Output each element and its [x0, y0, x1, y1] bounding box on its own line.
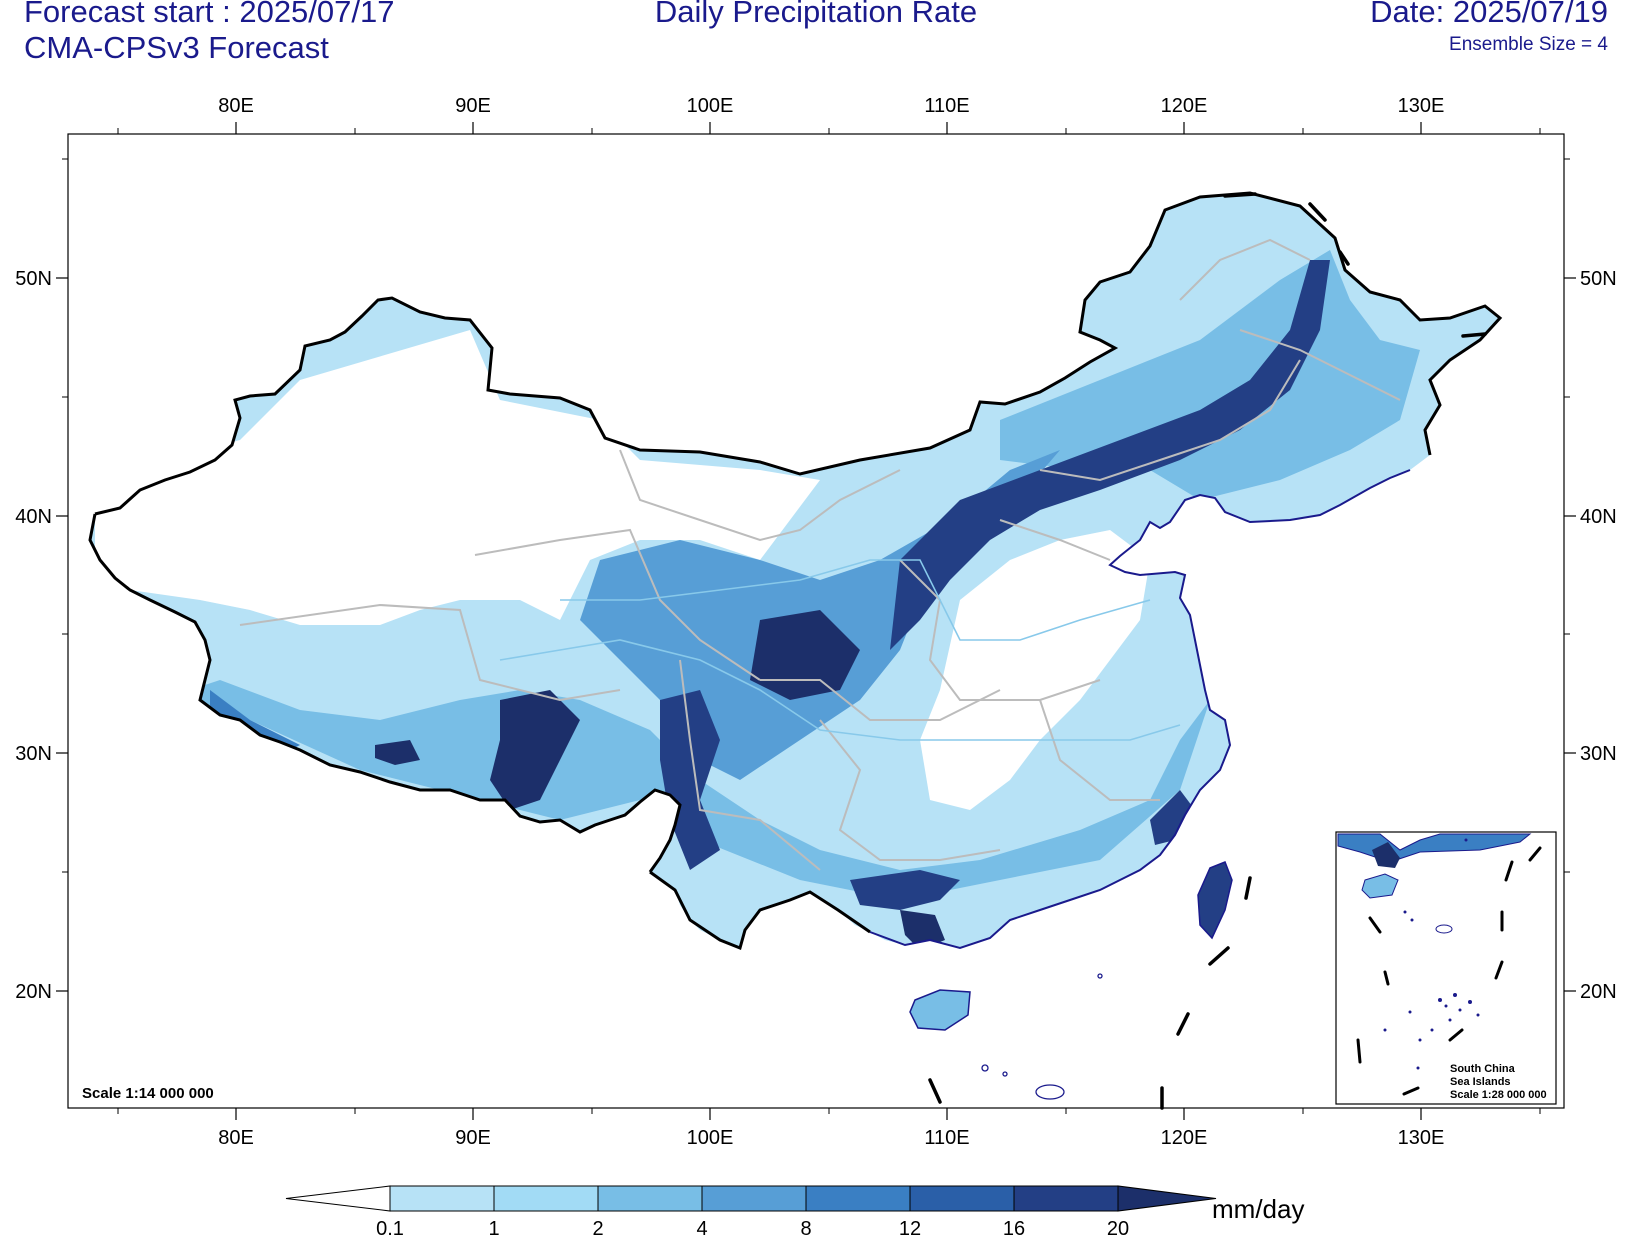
colorbar-label: 0.1: [376, 1218, 404, 1236]
small-islands: [981, 973, 1103, 1100]
lon-label-top: 100E: [687, 95, 734, 117]
colorbar-units: mm/day: [1212, 1194, 1304, 1224]
colorbar: 0.1 1 2 4 8 12 16 20: [285, 1185, 1217, 1236]
lat-label-right: 50N: [1580, 268, 1617, 290]
colorbar-label: 8: [800, 1218, 811, 1236]
lon-label-bottom: 120E: [1161, 1127, 1208, 1149]
lon-label-top: 120E: [1161, 95, 1208, 117]
lat-label-left: 20N: [15, 981, 52, 1003]
model-name-label: CMA-CPSv3 Forecast: [24, 30, 329, 65]
colorbar-bin: [701, 1185, 807, 1212]
lon-label-bottom: 110E: [924, 1127, 969, 1149]
inset-frame: [1335, 831, 1557, 1105]
colorbar-bin: [1013, 1185, 1119, 1212]
colorbar-label: 12: [899, 1218, 921, 1236]
colorbar-label: 2: [592, 1218, 603, 1236]
inset-label-line2: Sea Islands: [1450, 1076, 1511, 1088]
colorbar-bin: [805, 1185, 911, 1212]
ensemble-size-label: Ensemble Size = 4: [1449, 34, 1608, 55]
colorbar-bin: [597, 1185, 703, 1212]
maritime-dashes: [928, 192, 1487, 1110]
taiwan-island: [1197, 861, 1233, 940]
colorbar-bin: [493, 1185, 599, 1212]
south-border: [649, 870, 871, 951]
coastline: [869, 469, 1411, 950]
colorbar-label: 1: [488, 1218, 499, 1236]
colorbar-label: 16: [1003, 1218, 1025, 1236]
national-border: [94, 191, 1503, 516]
map-axes: 80E 80E 90E 90E 100E 100E 110E 110E 120E 120E 130E…: [15, 95, 1616, 1149]
inset-label-line3: Scale 1:28 000 000: [1450, 1089, 1547, 1101]
valid-date-label: Date: 2025/07/19: [1370, 0, 1608, 29]
south-china-sea-inset: South China Sea Islands Scale 1:28 000 0…: [1335, 831, 1557, 1105]
inset-label-line1: South China: [1450, 1063, 1516, 1075]
lat-label-left: 50N: [15, 268, 52, 290]
lat-label-left: 30N: [15, 743, 52, 765]
lat-label-left: 40N: [15, 506, 52, 528]
rivers: [499, 559, 1181, 741]
colorbar-bin: [389, 1185, 495, 1212]
forecast-start-label: Forecast start : 2025/07/17: [24, 0, 395, 29]
map-title: Daily Precipitation Rate: [654, 0, 978, 29]
provincial-borders: [239, 238, 1401, 871]
lon-label-bottom: 130E: [1398, 1127, 1445, 1149]
colorbar-max-triangle: [1117, 1185, 1217, 1212]
lon-label-bottom: 80E: [218, 1127, 254, 1149]
lat-label-right: 40N: [1580, 506, 1617, 528]
lon-label-top: 80E: [218, 95, 254, 117]
lon-label-bottom: 100E: [687, 1127, 734, 1149]
hainan-island: [909, 989, 971, 1031]
southwest-border: [88, 513, 682, 873]
lon-label-bottom: 90E: [455, 1127, 491, 1149]
lon-label-top: 110E: [924, 95, 969, 117]
colorbar-label: 20: [1107, 1218, 1129, 1236]
map-scale-label: Scale 1:14 000 000: [82, 1085, 214, 1102]
colorbar-min-triangle: [285, 1185, 391, 1212]
lat-label-right: 20N: [1580, 981, 1617, 1003]
lat-label-right: 30N: [1580, 743, 1617, 765]
lon-label-top: 130E: [1398, 95, 1445, 117]
colorbar-label: 4: [696, 1218, 707, 1236]
lon-label-top: 90E: [455, 95, 491, 117]
colorbar-bin: [909, 1185, 1015, 1212]
